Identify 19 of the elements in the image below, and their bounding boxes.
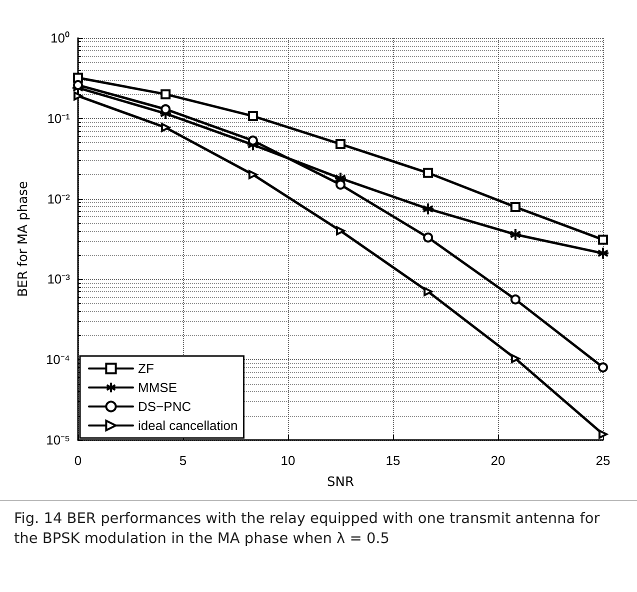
y-tick-label: 10⁰ [50, 30, 70, 46]
x-tick-label: 20 [490, 453, 506, 468]
x-axis-title: SNR [326, 475, 354, 490]
x-tick-label: 25 [596, 453, 610, 468]
legend-label: DS−PNC [138, 399, 192, 414]
x-tick-label: 10 [280, 453, 296, 468]
y-tick-label: 10⁻⁵ [46, 432, 70, 448]
y-tick-label: 10⁻³ [47, 272, 71, 287]
x-tick-label: 0 [74, 453, 82, 468]
y-tick-label: 10⁻⁴ [46, 352, 70, 368]
x-tick-label: 15 [386, 453, 400, 468]
legend-label: ideal cancellation [138, 418, 238, 433]
caption: Fig. 14 BER performances with the relay equipped with one transmit antenna for the BPSK modulation in the MA phase when λ = 0.5 [0, 500, 637, 558]
y-axis-title: BER for MA phase [16, 181, 31, 297]
legend-label: ZF [138, 361, 154, 376]
y-tick-label: 10⁻¹ [47, 110, 71, 126]
x-tick-label: 5 [179, 453, 187, 468]
y-tick-label: 10⁻² [47, 191, 71, 206]
legend-label: MMSE [138, 380, 178, 395]
